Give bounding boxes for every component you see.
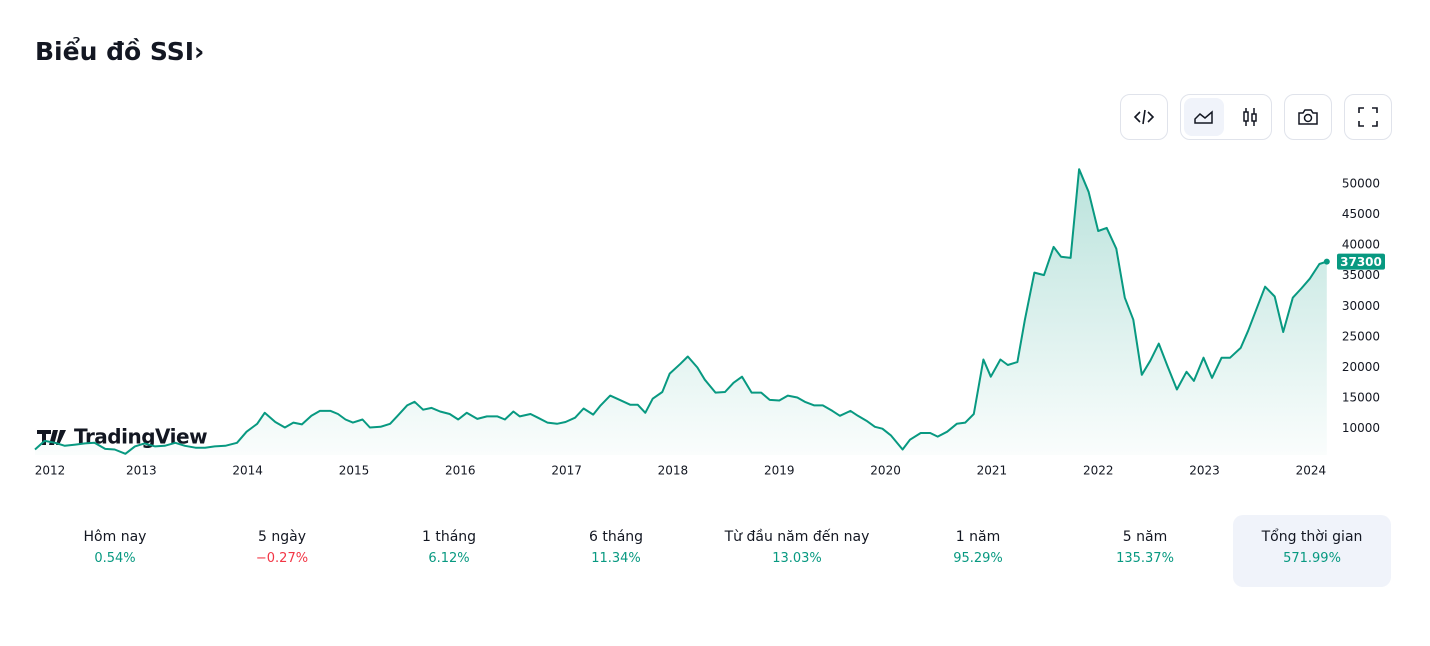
period-label: 6 tháng — [588, 529, 644, 545]
snapshot-button[interactable] — [1284, 94, 1332, 140]
fullscreen-button[interactable] — [1344, 94, 1392, 140]
y-tick-label: 40000 — [1342, 238, 1380, 252]
chart-type-group — [1180, 94, 1272, 140]
period-change: 11.34% — [591, 551, 641, 566]
x-tick-label: 2018 — [658, 464, 689, 478]
area-button[interactable] — [1184, 98, 1224, 136]
y-tick-label: 15000 — [1342, 391, 1380, 405]
x-tick-label: 2017 — [551, 464, 582, 478]
period-tab[interactable]: Hôm nay 0.54% — [36, 515, 194, 587]
x-tick-label: 2024 — [1296, 464, 1327, 478]
price-label: 37300 — [1340, 255, 1382, 269]
period-tab[interactable]: Từ đầu năm đến nay 13.03% — [718, 515, 876, 587]
x-tick-label: 2020 — [870, 464, 901, 478]
period-label: Tổng thời gian — [1261, 529, 1363, 545]
x-tick-label: 2016 — [445, 464, 476, 478]
period-tab[interactable]: 5 năm 135.37% — [1066, 515, 1224, 587]
period-label: Hôm nay — [83, 529, 147, 545]
period-label: 1 năm — [955, 529, 1001, 545]
embed-button[interactable] — [1120, 94, 1168, 140]
period-label: Từ đầu năm đến nay — [724, 529, 870, 545]
period-change: 95.29% — [953, 551, 1003, 566]
period-label: 5 ngày — [258, 529, 306, 545]
period-tab[interactable]: 1 tháng 6.12% — [370, 515, 528, 587]
period-tab[interactable]: Tổng thời gian 571.99% — [1233, 515, 1391, 587]
y-tick-label: 45000 — [1342, 207, 1380, 221]
area-fill — [35, 169, 1327, 455]
period-tab[interactable]: 1 năm 95.29% — [899, 515, 1057, 587]
price-line — [34, 168, 1328, 455]
y-tick-label: 30000 — [1342, 299, 1380, 313]
candle-button[interactable] — [1232, 98, 1268, 136]
x-tick-label: 2019 — [764, 464, 795, 478]
period-change: 571.99% — [1283, 551, 1341, 566]
y-tick-label: 50000 — [1342, 176, 1380, 190]
period-change: −0.27% — [255, 551, 309, 566]
period-change: 0.54% — [94, 551, 136, 566]
x-tick-label: 2022 — [1083, 464, 1114, 478]
period-change: 6.12% — [428, 551, 470, 566]
period-change: 135.37% — [1116, 551, 1174, 566]
y-tick-label: 35000 — [1342, 268, 1380, 282]
x-tick-label: 2015 — [339, 464, 370, 478]
x-tick-label: 2023 — [1189, 464, 1220, 478]
period-tab[interactable]: 5 ngày −0.27% — [203, 515, 361, 587]
last-point — [1323, 258, 1330, 265]
y-tick-label: 10000 — [1342, 421, 1380, 435]
y-tick-label: 20000 — [1342, 360, 1380, 374]
x-tick-label: 2012 — [35, 464, 66, 478]
price-label-bg — [1337, 253, 1385, 270]
y-tick-label: 25000 — [1342, 329, 1380, 343]
title[interactable]: Biểu đồ SSI› — [35, 36, 204, 66]
period-tab[interactable]: 6 tháng 11.34% — [537, 515, 695, 587]
x-tick-label: 2014 — [232, 464, 263, 478]
x-tick-label: 2013 — [126, 464, 157, 478]
period-label: 1 tháng — [421, 529, 477, 545]
period-change: 13.03% — [772, 551, 822, 566]
x-tick-label: 2021 — [977, 464, 1008, 478]
period-label: 5 năm — [1122, 529, 1168, 545]
